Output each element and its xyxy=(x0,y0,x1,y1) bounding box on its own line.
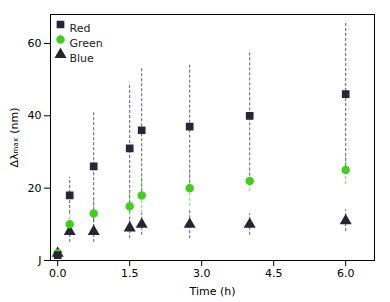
svg-text:20: 20 xyxy=(28,182,42,195)
svg-text:3.0: 3.0 xyxy=(193,267,211,280)
svg-text:60: 60 xyxy=(28,37,42,50)
svg-text:Green: Green xyxy=(70,37,103,50)
svg-text:Red: Red xyxy=(70,22,91,35)
svg-text:J: J xyxy=(37,254,41,267)
svg-text:Time (h): Time (h) xyxy=(189,285,236,298)
svg-text:40: 40 xyxy=(28,109,42,122)
svg-text:4.5: 4.5 xyxy=(265,267,283,280)
svg-text:6.0: 6.0 xyxy=(337,267,355,280)
svg-text:Δλₘₐₓ (nm): Δλₘₐₓ (nm) xyxy=(8,108,21,168)
svg-text:Blue: Blue xyxy=(70,52,95,65)
svg-text:0.0: 0.0 xyxy=(49,267,66,280)
svg-text:1.5: 1.5 xyxy=(121,267,139,280)
